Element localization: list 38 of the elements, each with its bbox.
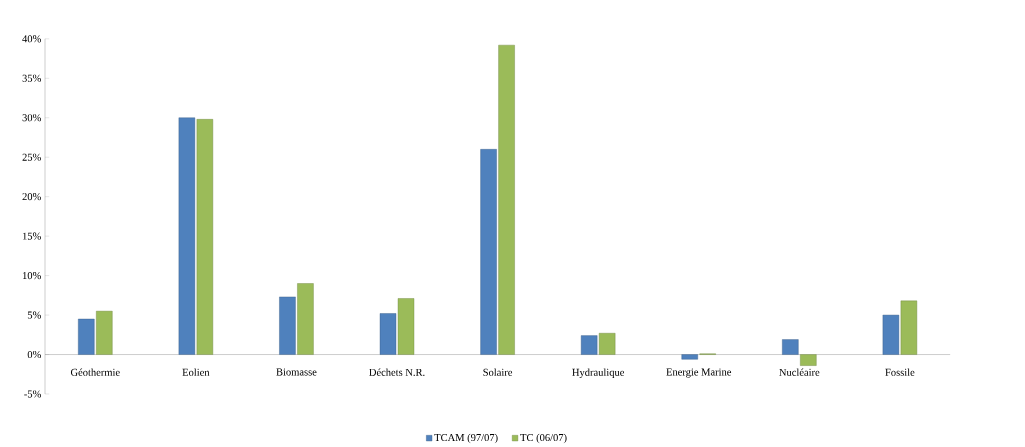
y-tick-label: 5% xyxy=(27,311,41,319)
bar xyxy=(681,354,698,360)
bar xyxy=(397,298,415,355)
bar xyxy=(782,339,799,355)
bar xyxy=(279,296,296,355)
y-tick-label: 15% xyxy=(22,232,41,240)
bar xyxy=(480,149,497,355)
bar xyxy=(882,315,900,355)
y-tick-label: 35% xyxy=(22,74,41,83)
x-tick-label: Géothermie xyxy=(70,368,120,377)
y-tick-label: 40% xyxy=(22,35,41,43)
legend-label: TC (06/07) xyxy=(520,433,567,444)
bar xyxy=(498,45,515,355)
x-tick-label: Solaire xyxy=(483,368,513,377)
x-tick-label: Energie Marine xyxy=(666,368,732,378)
y-tick-label: 20% xyxy=(22,193,41,201)
x-tick-label: Hydraulique xyxy=(572,368,625,379)
bar xyxy=(379,313,397,355)
x-tick-label: Déchets N.R. xyxy=(369,368,425,377)
legend-label: TCAM (97/07) xyxy=(434,433,498,444)
y-tick-label: 0% xyxy=(27,351,41,359)
y-tick-label: -5% xyxy=(24,390,41,398)
bar xyxy=(900,300,918,355)
y-tick-label: 30% xyxy=(22,114,41,122)
bar xyxy=(580,335,598,355)
bar xyxy=(800,354,817,366)
x-tick-label: Nucléaire xyxy=(779,368,820,377)
x-tick-label: Biomasse xyxy=(276,368,317,376)
bar xyxy=(78,319,95,355)
x-tick-label: Eolien xyxy=(182,368,210,377)
x-tick-label: Fossile xyxy=(885,368,915,377)
y-tick-label: 10% xyxy=(22,272,41,280)
bar xyxy=(196,119,214,355)
bar xyxy=(598,333,616,355)
y-tick-label: 25% xyxy=(22,153,41,161)
bar xyxy=(178,117,196,355)
bar xyxy=(297,283,314,355)
bar xyxy=(96,311,113,355)
